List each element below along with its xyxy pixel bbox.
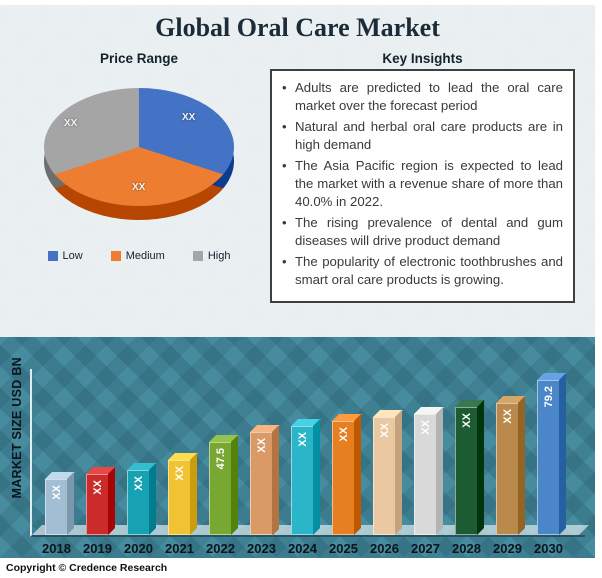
insight-item: The rising prevalence of dental and gum … — [280, 214, 563, 250]
insight-item: Adults are predicted to lead the oral ca… — [280, 79, 563, 115]
pie-top-face — [44, 88, 234, 206]
year-label-2029: 2029 — [493, 541, 522, 556]
bar-2024: XX — [291, 425, 314, 535]
bar-2026: XX — [373, 416, 396, 535]
year-label-2028: 2028 — [452, 541, 481, 556]
bar-value-label-2027: XX — [419, 419, 432, 435]
bar-column-2027: XX — [405, 369, 446, 535]
footer: Copyright © Credence Research — [0, 558, 595, 578]
bar-column-2028: XX — [446, 369, 487, 535]
legend-item-high: High — [192, 250, 231, 262]
pie-slice-label-high: XX — [64, 118, 78, 129]
key-insights-heading: Key Insights — [382, 51, 463, 66]
bar-column-2019: XX — [77, 369, 118, 535]
bar-column-2020: XX — [118, 369, 159, 535]
bar-value-label-2028: XX — [460, 413, 473, 428]
bar-value-label-2020: XX — [132, 475, 145, 491]
bar-column-2018: XX — [36, 369, 77, 535]
bar-column-2021: XX — [159, 369, 200, 535]
price-range-pie-chart: XX XX XX — [32, 74, 246, 240]
bar-value-label-2029: XX — [501, 409, 514, 424]
insight-item: The Asia Pacific region is expected to l… — [280, 157, 563, 211]
bar-value-label-2021: XX — [173, 465, 186, 481]
bar-value-label-2022: 47.5 — [214, 448, 227, 470]
year-label-2023: 2023 — [247, 541, 276, 556]
legend-label-high: High — [207, 250, 231, 262]
insights-list: Adults are predicted to lead the oral ca… — [270, 69, 575, 304]
bar-column-2029: XX — [487, 369, 528, 535]
insight-item: Natural and herbal oral care products ar… — [280, 118, 563, 154]
price-range-section: Price Range XX XX XX Low Medium — [8, 51, 270, 303]
year-label-2026: 2026 — [370, 541, 399, 556]
top-panel: Global Oral Care Market Price Range XX X… — [0, 5, 595, 337]
bar-column-2026: XX — [364, 369, 405, 535]
y-axis-label: MARKET SIZE USD BN — [10, 356, 24, 499]
year-label-2030: 2030 — [534, 541, 563, 556]
bar-2029: XX — [496, 403, 519, 535]
bar-column-2030: 79.2 — [528, 369, 569, 535]
pie-slice-label-low: XX — [182, 112, 196, 123]
bar-column-2023: XX — [241, 369, 282, 535]
insight-item: The popularity of electronic toothbrushe… — [280, 253, 563, 289]
bar-2025: XX — [332, 420, 355, 535]
year-label-2020: 2020 — [124, 541, 153, 556]
pie-legend: Low Medium High — [47, 250, 231, 262]
x-axis-year-labels: 2018 2019 2020 2021 2022 2023 2024 2025 2026 2027… — [32, 537, 585, 556]
year-label-2024: 2024 — [288, 541, 317, 556]
bar-value-label-2025: XX — [337, 426, 350, 442]
copyright-text: Copyright © Credence Research — [6, 562, 168, 574]
price-range-heading: Price Range — [99, 51, 179, 66]
year-label-2025: 2025 — [329, 541, 358, 556]
top-columns: Price Range XX XX XX Low Medium — [8, 51, 587, 304]
legend-swatch-high — [192, 251, 203, 261]
year-label-2022: 2022 — [206, 541, 235, 556]
pie-slice-label-medium: XX — [132, 182, 146, 193]
legend-label-low: Low — [62, 250, 83, 262]
bar-chart: XX XX XX XX 47.5 XX XX XX XX XX XX XX 79.2 2018 2019 2… — [30, 337, 589, 558]
legend-item-low: Low — [47, 250, 83, 262]
bar-2022: 47.5 — [209, 442, 232, 535]
page-title: Global Oral Care Market — [155, 13, 440, 42]
bar-value-label-2019: XX — [91, 480, 104, 496]
bar-value-label-2023: XX — [255, 437, 268, 453]
legend-item-medium: Medium — [110, 250, 165, 262]
bar-value-label-2030: 79.2 — [542, 386, 555, 408]
bar-2027: XX — [414, 413, 437, 535]
bar-2023: XX — [250, 431, 273, 535]
bar-2020: XX — [127, 469, 150, 535]
bar-2028: XX — [455, 407, 478, 535]
bar-chart-section: MARKET SIZE USD BN XX XX XX XX 47.5 XX XX XX XX X… — [0, 337, 595, 558]
bar-value-label-2018: XX — [50, 485, 63, 501]
bar-column-2025: XX — [323, 369, 364, 535]
key-insights-section: Key Insights Adults are predicted to lea… — [270, 51, 587, 304]
bar-2018: XX — [45, 479, 68, 535]
bar-column-2022: 47.5 — [200, 369, 241, 535]
bar-2030: 79.2 — [537, 380, 560, 535]
bar-2021: XX — [168, 459, 191, 535]
legend-swatch-low — [47, 251, 58, 261]
bar-2019: XX — [86, 474, 109, 535]
legend-swatch-medium — [110, 251, 121, 261]
y-axis-label-column: MARKET SIZE USD BN — [4, 337, 30, 558]
year-label-2019: 2019 — [83, 541, 112, 556]
bar-chart-plot: XX XX XX XX 47.5 XX XX XX XX XX XX XX 79.2 — [30, 369, 589, 537]
bar-column-2024: XX — [282, 369, 323, 535]
year-label-2027: 2027 — [411, 541, 440, 556]
bar-value-label-2026: XX — [378, 422, 391, 438]
year-label-2021: 2021 — [165, 541, 194, 556]
legend-label-medium: Medium — [125, 250, 165, 262]
year-label-2018: 2018 — [42, 541, 71, 556]
bar-value-label-2024: XX — [296, 431, 309, 447]
